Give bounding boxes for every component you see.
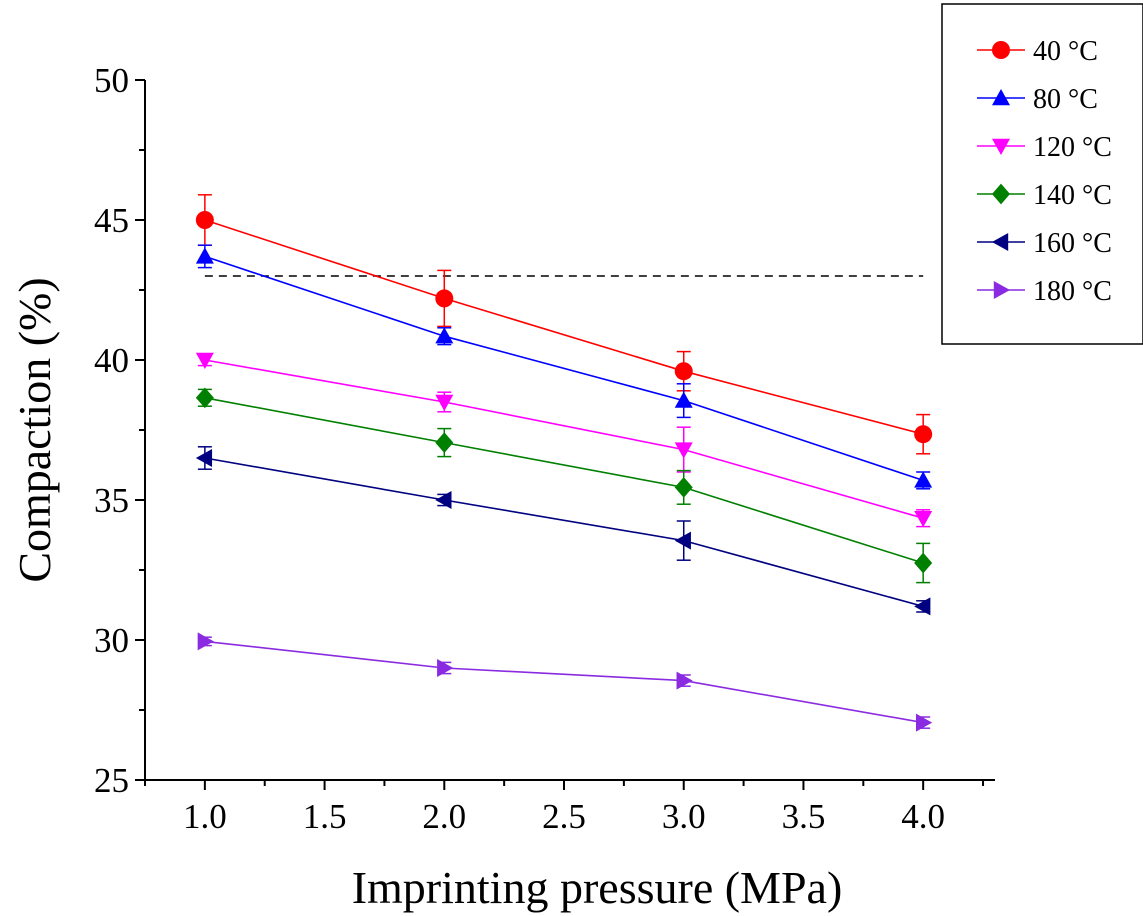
legend-label: 180 °C xyxy=(1033,276,1112,307)
data-point xyxy=(437,659,454,677)
x-tick-label: 3.5 xyxy=(782,797,826,836)
legend-marker xyxy=(992,183,1010,205)
series-line xyxy=(204,255,924,482)
y-tick-label: 50 xyxy=(94,61,129,100)
data-point xyxy=(914,552,933,574)
y-tick-label: 25 xyxy=(94,761,129,800)
data-point xyxy=(435,394,454,411)
series-line xyxy=(204,640,924,724)
series-140C xyxy=(195,387,933,584)
y-tick-label: 40 xyxy=(94,341,129,380)
legend-label: 120 °C xyxy=(1033,132,1112,163)
legend-marker xyxy=(992,233,1009,251)
y-axis-title: Compaction (%) xyxy=(9,277,60,582)
y-tick-label: 35 xyxy=(94,481,129,520)
data-point xyxy=(435,491,452,509)
series-line xyxy=(204,457,924,608)
x-axis-title: Imprinting pressure (MPa) xyxy=(352,862,843,913)
legend-label: 160 °C xyxy=(1033,228,1112,259)
legend: 40 °C 80 °C 120 °C 140 °C 160 °C 180 °C xyxy=(941,3,1143,345)
data-point xyxy=(195,247,214,264)
legend-label: 40 °C xyxy=(1033,36,1098,67)
series-80C xyxy=(195,244,933,490)
data-point xyxy=(914,471,933,488)
data-point xyxy=(435,432,454,453)
series-line xyxy=(204,359,924,519)
data-point xyxy=(195,449,213,467)
data-point xyxy=(197,632,214,651)
data-point xyxy=(914,597,931,616)
legend-marker xyxy=(993,281,1010,299)
x-tick-label: 3.0 xyxy=(662,797,706,836)
y-tick-label: 45 xyxy=(94,201,129,240)
x-tick-label: 2.0 xyxy=(422,797,466,836)
series-line xyxy=(204,219,924,435)
data-point xyxy=(674,391,693,408)
x-tick-label: 4.0 xyxy=(901,797,945,836)
legend-marker xyxy=(992,89,1010,106)
data-point xyxy=(674,531,691,550)
legend-marker xyxy=(992,138,1010,155)
data-point xyxy=(914,425,933,444)
data-point xyxy=(915,713,933,732)
axes: 25 30 35 40 45 50 1.0 1.5 2.0 2.5 3.0 3.5 4.0 xyxy=(94,61,995,836)
data-point xyxy=(195,211,214,229)
data-point xyxy=(435,289,454,308)
series-120C xyxy=(195,352,933,528)
legend-label: 140 °C xyxy=(1033,180,1112,211)
series-40C xyxy=(195,194,933,455)
x-tick-label: 1.0 xyxy=(183,797,227,836)
series-160C xyxy=(195,446,931,616)
legend-box xyxy=(941,3,1143,345)
data-point xyxy=(674,362,693,381)
data-point xyxy=(435,327,454,344)
series-layer xyxy=(195,194,933,732)
y-tick-label: 30 xyxy=(94,621,129,660)
data-point xyxy=(674,477,693,498)
data-point xyxy=(914,511,933,528)
legend-label: 80 °C xyxy=(1033,84,1098,115)
data-point xyxy=(195,387,214,409)
data-point xyxy=(674,442,693,459)
legend-marker xyxy=(992,41,1010,59)
x-tick-label: 1.5 xyxy=(303,797,347,836)
x-tick-label: 2.5 xyxy=(542,797,586,836)
data-point xyxy=(195,352,214,369)
series-line xyxy=(204,397,924,564)
series-180C xyxy=(197,632,933,732)
data-point xyxy=(676,671,693,690)
